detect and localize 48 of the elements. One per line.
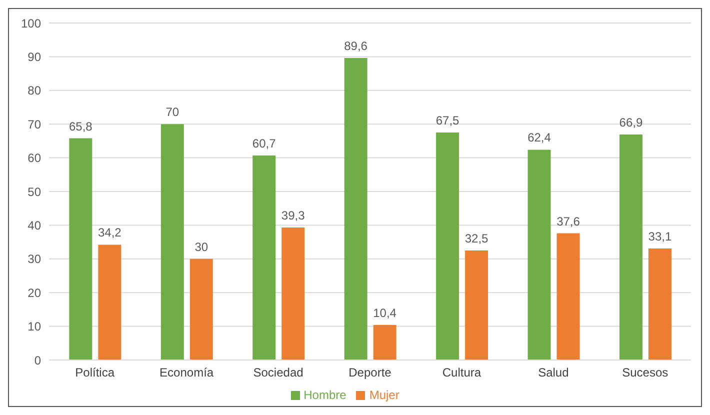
bar: [528, 150, 551, 360]
x-tick-label: Salud: [538, 366, 569, 380]
y-tick-label: 30: [28, 252, 42, 266]
bar: [619, 134, 642, 360]
x-tick-label: Sociedad: [253, 366, 304, 380]
data-label: 34,2: [98, 226, 122, 240]
legend-label: Mujer: [369, 388, 400, 402]
legend-label: Hombre: [304, 388, 346, 402]
y-tick-label: 50: [28, 184, 42, 199]
bar: [282, 228, 305, 360]
y-tick-label: 70: [28, 117, 42, 132]
bar: [69, 138, 92, 360]
data-label: 30: [194, 240, 208, 254]
x-tick-label: Cultura: [442, 366, 482, 380]
data-label: 62,4: [528, 130, 552, 145]
y-tick-label: 20: [28, 286, 42, 300]
data-label: 70: [166, 105, 180, 120]
data-label: 33,1: [648, 229, 672, 244]
data-label: 67,5: [436, 114, 460, 128]
data-label: 89,6: [344, 39, 368, 54]
data-label: 60,7: [252, 136, 276, 150]
data-label: 37,6: [556, 214, 580, 228]
data-label: 32,5: [464, 231, 489, 246]
bar: [648, 248, 672, 360]
bar: [190, 258, 213, 360]
y-tick-label: 90: [28, 50, 42, 64]
y-tick-label: 40: [28, 218, 42, 232]
data-label: 65,8: [68, 119, 93, 134]
y-tick-label: 0: [34, 353, 42, 368]
y-tick-label: 80: [28, 84, 42, 98]
y-tick-label: 60: [28, 151, 42, 166]
bar: [465, 250, 488, 360]
bar: [556, 233, 580, 360]
bar: [98, 244, 122, 360]
bar: [160, 124, 184, 360]
data-label: 66,9: [619, 116, 643, 130]
bar: [252, 155, 276, 360]
x-tick-label: Economía: [160, 366, 214, 380]
data-label: 39,3: [281, 208, 306, 223]
y-tick-label: 100: [20, 16, 42, 30]
bar: [344, 58, 368, 360]
x-tick-label: Política: [75, 366, 115, 380]
bar: [436, 132, 460, 360]
x-tick-label: Sucesos: [622, 366, 668, 380]
x-tick-label: Deporte: [348, 366, 392, 380]
y-tick-label: 10: [28, 320, 42, 334]
bar: [373, 324, 396, 360]
data-label: 10,4: [373, 306, 397, 320]
